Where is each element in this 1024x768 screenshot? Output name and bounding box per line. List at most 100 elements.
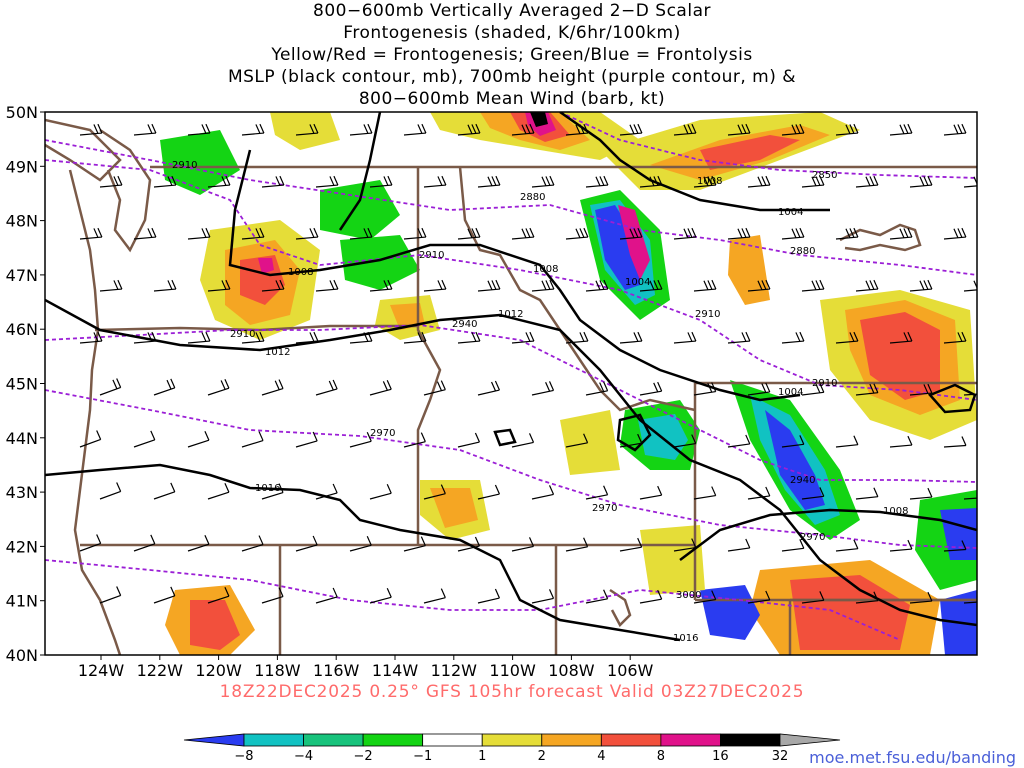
frontogenesis-central-patch — [560, 410, 620, 475]
wind-barb — [207, 586, 230, 604]
height-label: 2970 — [800, 532, 825, 543]
colorbar-tick-label: 16 — [712, 749, 729, 764]
wind-barb — [295, 331, 319, 344]
wind-barb — [403, 536, 426, 552]
colorbar-swatch — [362, 733, 424, 747]
wind-barb — [673, 538, 697, 552]
wind-barb — [747, 279, 771, 292]
height-label: 2910 — [812, 378, 837, 389]
mslp-label: 1008 — [883, 506, 908, 517]
wind-barb — [619, 123, 643, 136]
mslp-contours — [45, 112, 977, 642]
wind-barb — [585, 381, 609, 396]
frontogenesis-cascades-peak — [240, 255, 285, 305]
wind-barb — [511, 123, 535, 136]
mslp-label: 1004 — [625, 277, 650, 288]
wind-barb — [511, 227, 535, 240]
frontogenesis-east-montana-peak — [860, 312, 940, 400]
wind-barb — [369, 279, 393, 292]
colorbar-swatch — [600, 733, 662, 747]
mslp-label: 1012 — [498, 309, 523, 320]
wind-barb — [99, 378, 122, 396]
frontogenesis-montana-east-patch — [728, 235, 770, 305]
wind-barb — [241, 431, 264, 448]
wind-barb — [673, 434, 697, 448]
wind-barb — [531, 279, 555, 292]
wind-barb — [855, 383, 879, 396]
wind-barb — [781, 227, 805, 240]
wind-barb — [423, 175, 447, 188]
wind-barb — [423, 380, 446, 396]
wind-barb — [349, 331, 373, 344]
wind-barb — [943, 227, 967, 240]
wind-barb — [781, 435, 805, 448]
wind-barb — [511, 331, 535, 344]
colorbar-swatch — [243, 733, 304, 747]
wind-barb — [457, 227, 481, 240]
great-salt-lake — [609, 588, 632, 628]
wind-barb — [531, 175, 555, 188]
wind-barb — [477, 380, 500, 396]
wind-barb — [315, 175, 339, 188]
mslp-label: 1012 — [265, 347, 290, 358]
height-labels: 2910 2880 2850 2910 2880 2940 2910 2910 … — [172, 160, 837, 601]
mslp-contour-small-loop — [493, 428, 517, 447]
wind-barb — [187, 534, 210, 552]
height-label: 2880 — [790, 246, 815, 257]
wind-barb — [295, 535, 318, 552]
wind-barb — [187, 123, 211, 136]
wind-barb — [187, 430, 210, 448]
wind-barb — [673, 123, 697, 136]
wind-barb — [315, 279, 339, 292]
wind-barb — [423, 484, 446, 500]
height-label: 2970 — [592, 503, 617, 514]
lon-label: 108W — [548, 661, 595, 680]
lon-label: 124W — [78, 661, 125, 680]
mslp-contour-central-loop — [616, 413, 652, 452]
wind-barb — [727, 123, 751, 136]
mslp-label: 1004 — [778, 387, 803, 398]
wind-barb — [673, 331, 697, 344]
wind-barb — [619, 433, 643, 448]
colorbar-tick-label: 32 — [772, 749, 789, 764]
lon-label: 120W — [195, 661, 242, 680]
wind-barb — [477, 279, 501, 292]
wind-barb — [207, 279, 231, 292]
colorbar-tick-label: −4 — [294, 749, 313, 764]
frontogenesis-band-montana-peak — [700, 135, 800, 170]
mslp-contour-1008-east — [679, 508, 977, 561]
wind-barb — [153, 279, 177, 292]
colorbar-tick-label: 8 — [657, 749, 665, 764]
wind-barb — [747, 175, 771, 188]
wind-barb — [423, 588, 446, 604]
wind-barb — [261, 379, 284, 396]
wind-barb — [889, 123, 913, 136]
pacific-coastline — [68, 169, 122, 655]
wind-barb — [403, 331, 427, 344]
wind-barb — [133, 123, 157, 136]
wind-barb — [963, 280, 977, 292]
wind-barb — [79, 227, 103, 240]
wind-barb — [889, 331, 913, 344]
mslp-label: 1004 — [778, 207, 803, 218]
source-credit[interactable]: moe.met.fsu.edu/banding — [809, 748, 1016, 767]
washington-oregon-border — [94, 324, 418, 332]
height-label: 2910 — [230, 329, 255, 340]
wind-barb — [241, 123, 265, 136]
colorbar-swatch — [481, 733, 543, 747]
wind-barb — [963, 393, 977, 396]
wind-barb — [585, 485, 609, 500]
wind-barb — [349, 227, 373, 240]
wind-barb — [943, 436, 967, 448]
wind-barb — [457, 331, 481, 344]
wind-barb — [781, 331, 805, 344]
wind-barb — [781, 123, 805, 136]
wind-barb — [261, 279, 285, 292]
wind-barb — [801, 175, 825, 188]
wind-barb — [153, 586, 176, 604]
wind-barb — [511, 433, 535, 448]
lat-label: 46N — [6, 320, 38, 339]
wind-barb — [477, 175, 501, 188]
wind-barb — [889, 435, 913, 448]
wind-barb — [963, 497, 977, 500]
